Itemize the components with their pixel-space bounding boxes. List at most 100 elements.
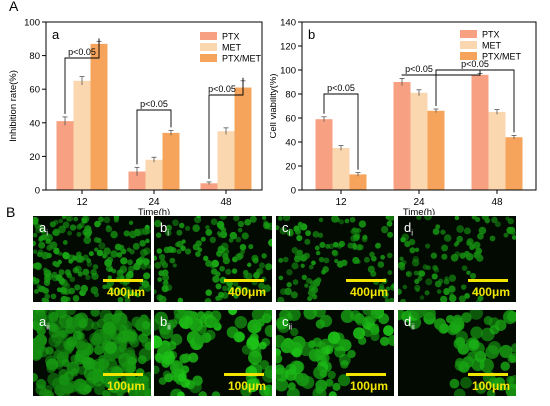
micrograph-subscript: ii	[411, 322, 415, 332]
plot-frame	[45, 21, 263, 191]
y-axis-label: Cell viability(%)	[270, 74, 279, 139]
y-tick-label: 0	[35, 186, 40, 197]
legend-label: MET	[482, 41, 502, 51]
micrograph-letter: b	[160, 220, 168, 235]
micrograph-letter: d	[404, 314, 412, 329]
scale-bar	[224, 279, 264, 282]
significance-bracket	[208, 77, 244, 179]
bar-ptx-met-12h	[90, 43, 108, 191]
scale-bar-label: 400μm	[106, 285, 145, 299]
cell-viability-chart: 0 20 40 60 80 100 120 140 Cell viability(%) 12 24 4…	[270, 18, 537, 215]
x-tick-label: 12	[76, 197, 88, 208]
scale-bar	[468, 279, 508, 282]
significance-bracket	[401, 70, 481, 76]
significance-bracket	[136, 109, 172, 165]
bar-ptx-48h	[471, 74, 489, 190]
scale-bar-label: 100μm	[106, 379, 145, 393]
y-tick-label: 60	[29, 85, 40, 96]
significance-label: p<0.05	[405, 64, 433, 74]
x-tick-label: 48	[491, 197, 503, 208]
legend-label: PTX	[222, 32, 240, 42]
micrograph-label: cii	[282, 314, 292, 332]
micrograph-ci: ci 400μm	[276, 216, 394, 302]
figure-label-b: B	[6, 204, 16, 220]
scale-bar-label: 400μm	[471, 285, 510, 299]
micrograph-bii: bii 100μm	[154, 310, 272, 396]
x-tick-label: 12	[335, 197, 347, 208]
bar-ptx-met-48h	[505, 137, 523, 190]
significance-bracket	[435, 69, 515, 133]
micrograph-dii: dii 100μm	[398, 310, 516, 396]
fluorescence-image	[33, 310, 151, 396]
micrograph-label: bii	[160, 314, 171, 332]
bar-ptx-48h	[200, 183, 218, 190]
y-tick-label: 140	[280, 18, 296, 29]
fluorescence-image	[398, 216, 516, 302]
legend-swatch	[460, 30, 477, 38]
bar-met-12h	[332, 148, 350, 190]
y-tick-label: 100	[280, 66, 296, 77]
scale-bar	[103, 373, 143, 376]
scale-bar	[103, 279, 143, 282]
bar-met-12h	[73, 80, 91, 190]
x-axis-label: Time(h)	[138, 207, 170, 215]
y-tick-label: 20	[285, 162, 296, 173]
micrograph-di: di 400μm	[398, 216, 516, 302]
bar-ptx-24h	[393, 82, 411, 190]
micrograph-label: dii	[404, 314, 415, 332]
y-tick-label: 0	[291, 186, 296, 197]
bar-ptx-met-24h	[162, 132, 180, 190]
figure-label-a: A	[9, 0, 19, 14]
fluorescence-image	[276, 310, 394, 396]
micrograph-letter: a	[39, 314, 47, 329]
x-tick-label: 48	[220, 197, 232, 208]
micrograph-subscript: i	[411, 228, 414, 238]
micrograph-subscript: i	[167, 228, 170, 238]
bar-ptx-met-12h	[349, 174, 367, 190]
bar-met-48h	[217, 131, 235, 190]
scale-bar-label: 100μm	[349, 379, 388, 393]
y-tick-label: 40	[285, 138, 296, 149]
legend-label: PTX	[482, 30, 500, 40]
micrograph-cii: cii 100μm	[276, 310, 394, 396]
panel-letter: a	[52, 27, 60, 42]
legend-label: PTX/MET	[482, 52, 522, 62]
micrograph-letter: d	[404, 220, 412, 235]
bar-met-48h	[488, 112, 506, 190]
micrograph-letter: b	[160, 314, 168, 329]
significance-bracket	[323, 93, 359, 170]
fluorescence-image	[154, 310, 272, 396]
significance-label: p<0.05	[140, 99, 168, 109]
x-tick-label: 24	[148, 197, 160, 208]
legend-swatch	[200, 54, 217, 62]
micrograph-subscript: ii	[46, 322, 50, 332]
fluorescence-image	[33, 216, 151, 302]
bar-ptx-met-24h	[427, 110, 445, 190]
scale-bar-label: 100μm	[471, 379, 510, 393]
micrograph-subscript: ii	[288, 322, 293, 332]
y-tick-label: 80	[285, 90, 296, 101]
bar-ptx-12h	[56, 121, 74, 190]
y-tick-label: 60	[285, 114, 296, 125]
bar-met-24h	[410, 92, 428, 190]
scale-bar	[224, 373, 264, 376]
micrograph-ai: ai 400μm	[33, 216, 151, 302]
y-tick-label: 40	[29, 118, 40, 129]
micrograph-label: bi	[160, 220, 169, 238]
legend-label: PTX/MET	[222, 54, 262, 64]
micrograph-subscript: i	[288, 228, 291, 238]
bar-ptx-12h	[315, 119, 333, 190]
legend-swatch	[460, 41, 477, 49]
micrograph-label: ai	[39, 220, 48, 238]
micrograph-letter: a	[39, 220, 47, 235]
significance-label: p<0.05	[208, 84, 236, 94]
x-tick-label: 24	[413, 197, 425, 208]
scale-bar	[346, 279, 386, 282]
bar-ptx-24h	[128, 171, 146, 190]
significance-label: p<0.05	[461, 59, 489, 69]
micrograph-bi: bi 400μm	[154, 216, 272, 302]
significance-label: p<0.05	[68, 47, 96, 57]
scale-bar	[468, 373, 508, 376]
plot-frame	[301, 21, 537, 191]
scale-bar-label: 400μm	[227, 285, 266, 299]
